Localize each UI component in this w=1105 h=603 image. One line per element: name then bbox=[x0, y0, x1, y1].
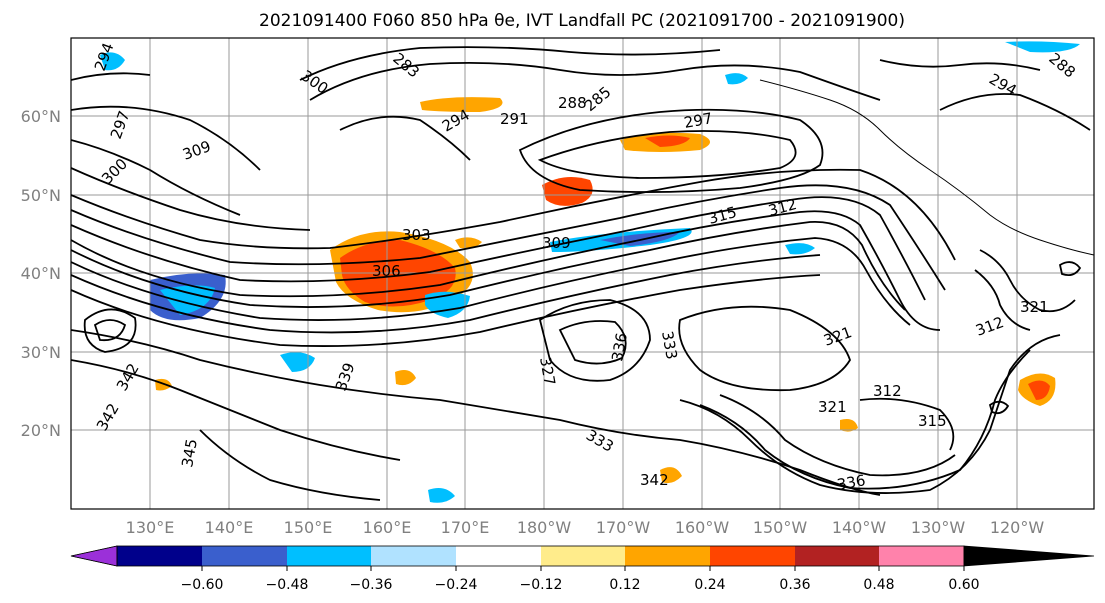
contour-label: 333 bbox=[658, 330, 681, 361]
colorbar-tick-label: −0.12 bbox=[520, 577, 563, 593]
colorbar-tick-label: −0.24 bbox=[435, 577, 478, 593]
patch-cyan-6 bbox=[428, 488, 455, 503]
contour-label: 288 bbox=[558, 94, 587, 112]
lon-label-170e: 170°E bbox=[441, 518, 490, 537]
colorbar-segment bbox=[710, 546, 795, 566]
coastline bbox=[759, 79, 1094, 256]
lon-label-130w: 130°W bbox=[911, 518, 966, 537]
patch-orange-2 bbox=[395, 370, 416, 386]
patch-red-east bbox=[1028, 380, 1050, 400]
theta-e-contours bbox=[71, 46, 1091, 501]
contour-label: 321 bbox=[1020, 298, 1049, 316]
lon-label-170w: 170°W bbox=[596, 518, 651, 537]
colorbar-ticks bbox=[201, 566, 965, 571]
patch-cyan-west bbox=[160, 285, 215, 315]
colorbar-segment bbox=[117, 546, 202, 566]
colorbar-tick-label: 0.36 bbox=[779, 577, 810, 593]
contour-label: 336 bbox=[608, 331, 631, 362]
contour-label: 321 bbox=[818, 398, 847, 416]
lon-label-150w: 150°W bbox=[753, 518, 808, 537]
lon-label-140w: 140°W bbox=[832, 518, 887, 537]
contour-label: 327 bbox=[536, 356, 559, 387]
contour-label: 312 bbox=[873, 382, 902, 400]
lon-label-180w: 180°W bbox=[517, 518, 572, 537]
colorbar-segment bbox=[625, 546, 710, 566]
colorbar-extend-high bbox=[964, 546, 1094, 566]
colorbar-tick-label: −0.60 bbox=[181, 577, 224, 593]
lon-label-160w: 160°W bbox=[675, 518, 730, 537]
patch-red-55n bbox=[645, 135, 690, 147]
colorbar-segment bbox=[879, 546, 964, 566]
colorbar-segment bbox=[541, 546, 625, 566]
contour-label: 291 bbox=[500, 110, 529, 128]
lat-label-40n: 40°N bbox=[21, 264, 61, 283]
colorbar-segment bbox=[202, 546, 287, 566]
patch-orange-62n bbox=[420, 97, 503, 112]
lon-label-130e: 130°E bbox=[126, 518, 175, 537]
colorbar-segment bbox=[287, 546, 371, 566]
contour-label: 336 bbox=[836, 471, 867, 494]
colorbar-tick-label: 0.48 bbox=[863, 577, 894, 593]
patch-red-50n bbox=[542, 176, 593, 206]
lon-label-160e: 160°E bbox=[363, 518, 412, 537]
lat-label-60n: 60°N bbox=[21, 107, 61, 126]
map-frame bbox=[70, 37, 1095, 510]
contour-label: 303 bbox=[402, 226, 431, 244]
colorbar-segment bbox=[795, 546, 879, 566]
contour-label: 297 bbox=[683, 109, 714, 132]
lat-label-50n: 50°N bbox=[21, 186, 61, 205]
contour-label: 306 bbox=[372, 262, 401, 280]
colorbar-tick-label: 0.24 bbox=[694, 577, 725, 593]
lat-label-20n: 20°N bbox=[21, 421, 61, 440]
patch-cyan-5 bbox=[100, 52, 125, 71]
patch-cyan-7 bbox=[785, 243, 815, 255]
patch-orange-5 bbox=[840, 419, 858, 432]
colorbar-segment bbox=[456, 546, 541, 566]
colorbar-extend-low bbox=[70, 545, 118, 567]
colorbar-tick-label: 0.60 bbox=[948, 577, 979, 593]
contour-label: 315 bbox=[918, 412, 947, 430]
lat-label-30n: 30°N bbox=[21, 343, 61, 362]
longitude-labels: 130°E 140°E 150°E 160°E 170°E 180°W 170°… bbox=[126, 518, 1045, 537]
map-title: 2021091400 F060 850 hPa θe, IVT Landfall… bbox=[259, 11, 905, 31]
contour-label: 309 bbox=[542, 234, 571, 252]
lon-label-150e: 150°E bbox=[284, 518, 333, 537]
patch-orange-3 bbox=[660, 467, 682, 484]
patch-cyan-3 bbox=[725, 73, 748, 85]
lon-label-120w: 120°W bbox=[990, 518, 1045, 537]
map-area: 294 300 283 285 288 291 294 297 297 300 … bbox=[71, 38, 1094, 509]
contour-value-labels: 294 300 283 285 288 291 294 297 297 300 … bbox=[91, 40, 1079, 494]
colorbar-tick-label: −0.48 bbox=[266, 577, 309, 593]
contour-label: 342 bbox=[640, 471, 669, 489]
lon-label-140e: 140°E bbox=[205, 518, 254, 537]
patch-orange-1 bbox=[455, 237, 482, 249]
contour-label: 345 bbox=[178, 437, 201, 468]
latitude-labels: 60°N 50°N 40°N 30°N 20°N bbox=[21, 107, 61, 440]
patch-cyan-4 bbox=[1005, 41, 1080, 53]
colorbar: −0.60 −0.48 −0.36 −0.24 −0.12 0.12 0.24 … bbox=[70, 545, 1095, 593]
graticule bbox=[71, 38, 1094, 509]
patch-cyan-2 bbox=[280, 352, 315, 372]
colorbar-segment bbox=[371, 546, 456, 566]
colorbar-tick-label: 0.12 bbox=[609, 577, 640, 593]
colorbar-tick-label: −0.36 bbox=[350, 577, 393, 593]
